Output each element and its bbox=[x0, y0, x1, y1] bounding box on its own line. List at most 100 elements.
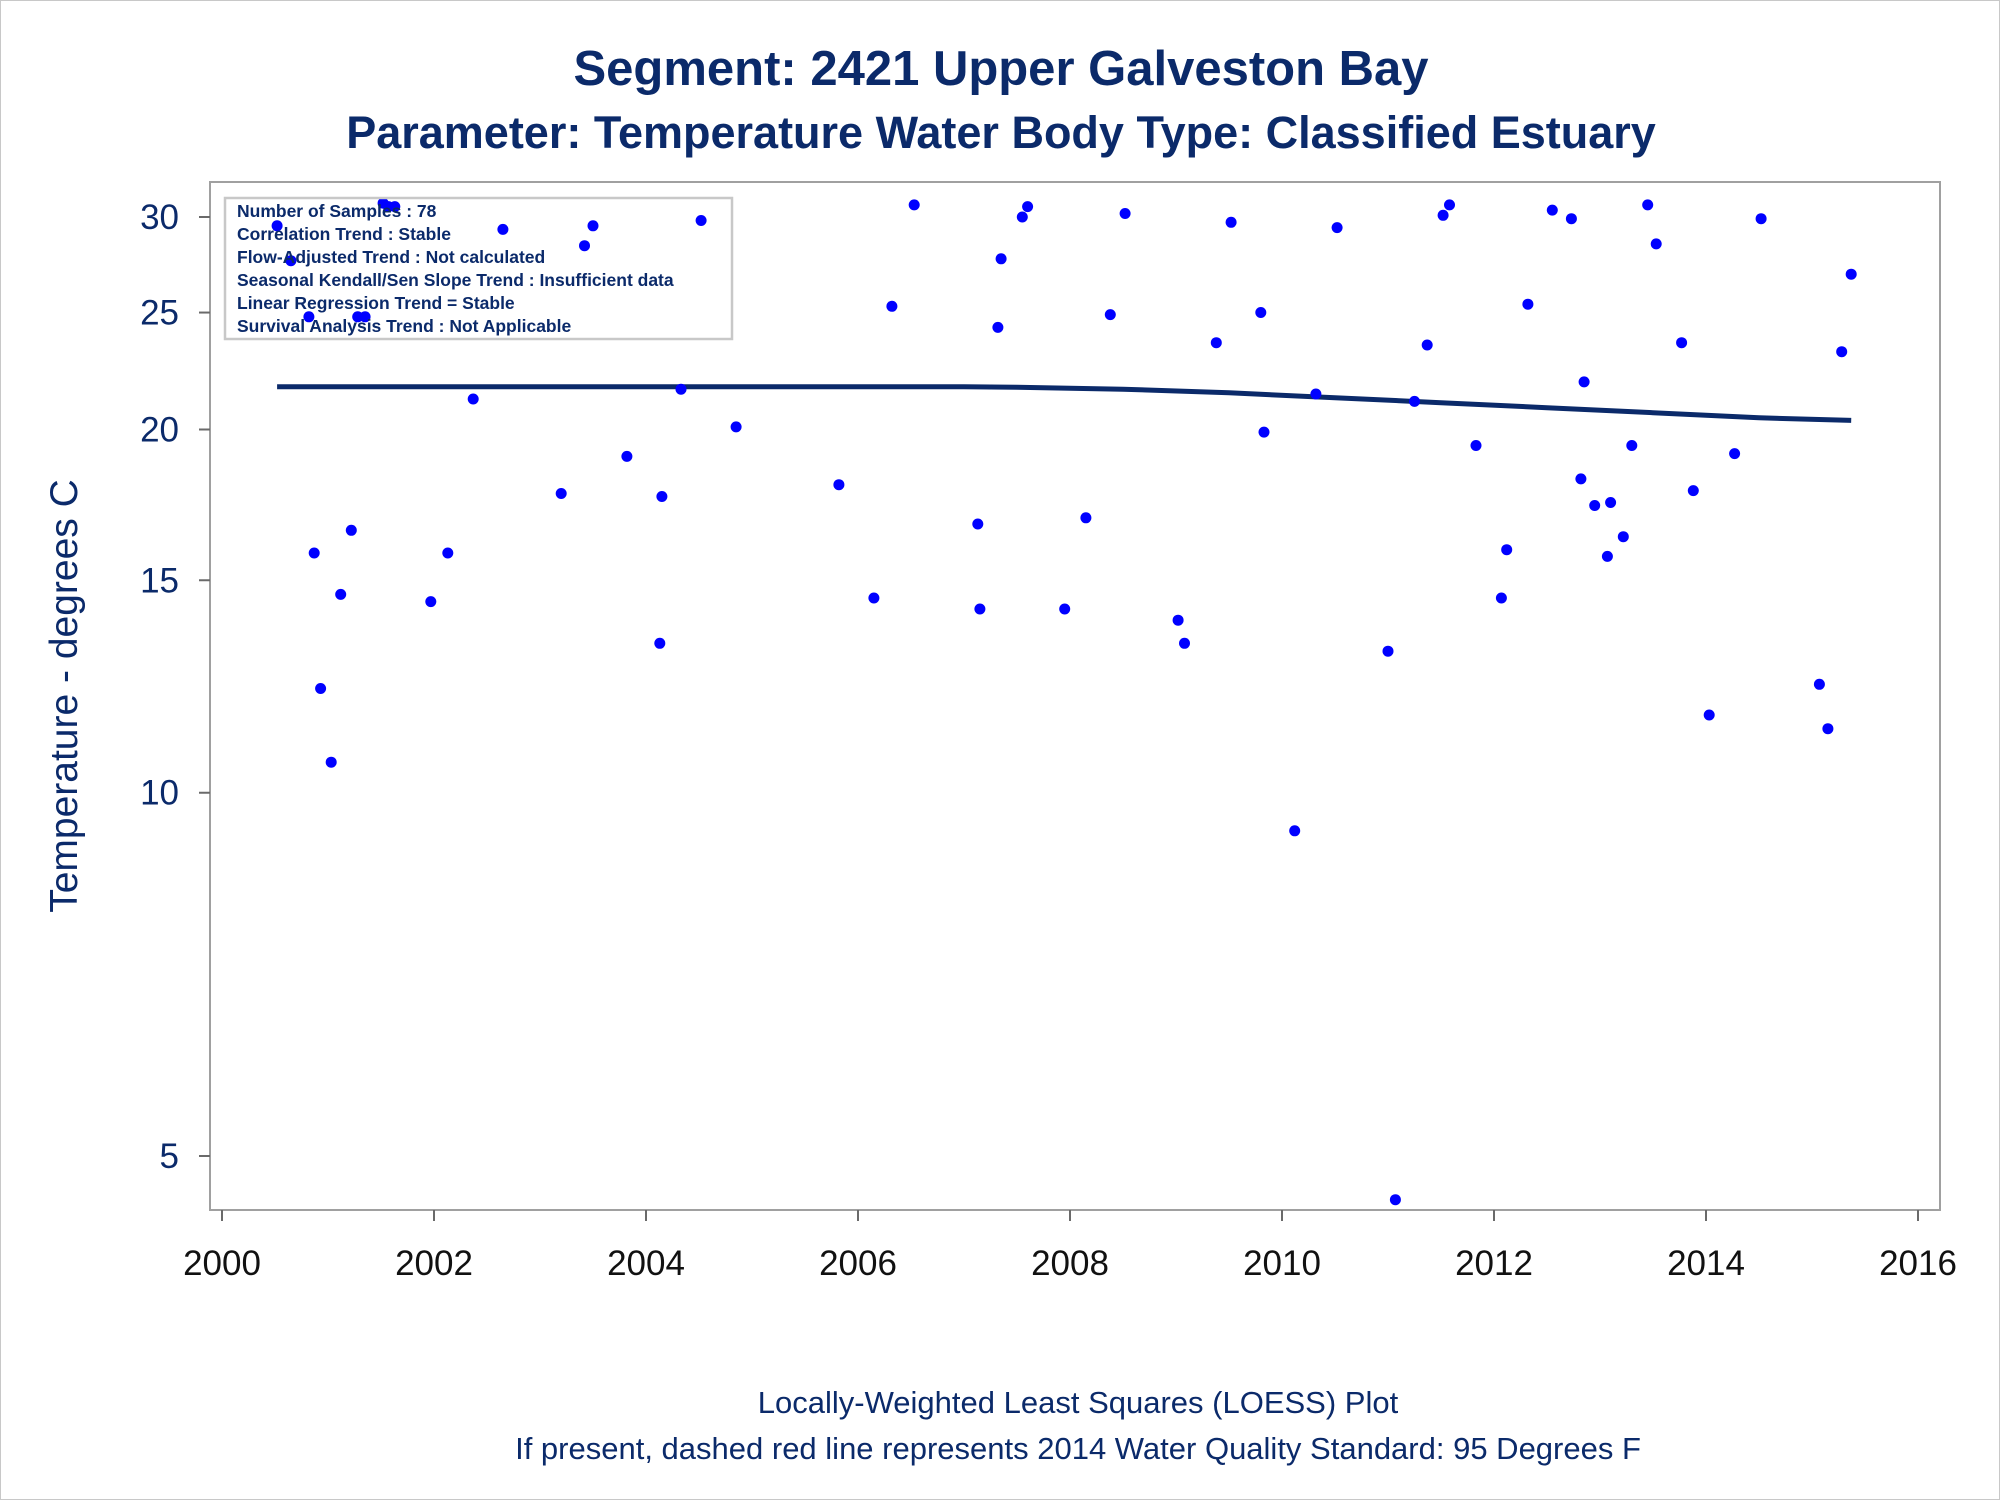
inset-line-correlation: Correlation Trend : Stable bbox=[237, 224, 451, 244]
data-point bbox=[579, 240, 590, 252]
data-point bbox=[1687, 485, 1699, 497]
inset-line-flow-adjusted: Flow-Adjusted Trend : Not calculated bbox=[237, 247, 545, 267]
data-point bbox=[1059, 603, 1071, 615]
inset-line-seasonal-kendall: Seasonal Kendall/Sen Slope Trend : Insuf… bbox=[237, 270, 674, 290]
chart-title: Segment: 2421 Upper Galveston Bay bbox=[573, 42, 1428, 96]
data-point bbox=[345, 524, 357, 536]
y-tick-label: 10 bbox=[140, 774, 179, 813]
data-point bbox=[1310, 388, 1322, 400]
loess-line bbox=[277, 384, 1852, 423]
x-tick-label: 2016 bbox=[1879, 1244, 1957, 1283]
data-point bbox=[1104, 309, 1116, 321]
data-point bbox=[656, 491, 668, 502]
y-tick-label: 5 bbox=[160, 1137, 179, 1176]
data-point bbox=[695, 215, 707, 226]
data-point bbox=[1470, 440, 1482, 451]
data-point bbox=[1836, 346, 1848, 358]
data-point bbox=[315, 683, 327, 694]
data-point bbox=[1421, 339, 1433, 351]
data-point bbox=[1080, 512, 1092, 524]
data-point bbox=[1210, 337, 1222, 349]
data-point bbox=[1813, 678, 1825, 690]
plot-area bbox=[209, 181, 1941, 1211]
data-point bbox=[1022, 201, 1034, 213]
data-point bbox=[1578, 376, 1590, 388]
x-tick-label: 2004 bbox=[607, 1244, 685, 1283]
data-point bbox=[335, 588, 347, 600]
data-point bbox=[1258, 426, 1270, 438]
y-axis: 5 10 15 20 25 30 bbox=[140, 198, 210, 1176]
data-point bbox=[1016, 211, 1028, 223]
x-tick-label: 2006 bbox=[819, 1244, 897, 1283]
x-axis: 2000 2002 2004 2006 2008 2010 2012 2014 2016 bbox=[183, 1210, 1957, 1283]
data-point bbox=[1755, 213, 1767, 225]
footnote-standard: If present, dashed red line represents 2… bbox=[515, 1431, 1641, 1466]
x-tick-label: 2008 bbox=[1031, 1244, 1109, 1283]
trend-info-box: Number of Samples : 78 Correlation Trend… bbox=[223, 196, 734, 341]
data-point bbox=[1289, 825, 1301, 837]
y-axis-label: Temperature - degrees C bbox=[43, 479, 86, 913]
data-point bbox=[654, 637, 666, 649]
data-point bbox=[1617, 531, 1629, 543]
data-points bbox=[271, 197, 1857, 1206]
trend-info-box-border bbox=[223, 196, 734, 341]
data-point bbox=[1650, 238, 1662, 250]
loess-trend-line bbox=[277, 384, 1852, 423]
data-point bbox=[1575, 473, 1587, 485]
data-point bbox=[555, 488, 567, 499]
data-point bbox=[303, 311, 315, 323]
data-point bbox=[1676, 337, 1688, 349]
data-point bbox=[1179, 637, 1190, 649]
data-point bbox=[1822, 723, 1834, 735]
data-point bbox=[992, 321, 1004, 333]
data-point bbox=[1389, 1194, 1401, 1206]
data-point bbox=[271, 220, 283, 232]
y-tick-label: 25 bbox=[140, 294, 179, 333]
data-point bbox=[1444, 199, 1455, 211]
data-point bbox=[285, 255, 297, 267]
chart-subtitle: Parameter: Temperature Water Body Type: … bbox=[346, 107, 1656, 158]
data-point bbox=[442, 547, 454, 559]
data-point bbox=[1225, 216, 1237, 228]
x-tick-label: 2012 bbox=[1455, 1244, 1533, 1283]
data-point bbox=[1626, 440, 1638, 451]
x-tick-label: 2000 bbox=[183, 1244, 261, 1283]
data-point bbox=[1495, 592, 1507, 604]
x-tick-label: 2002 bbox=[395, 1244, 473, 1283]
data-point bbox=[972, 518, 984, 530]
data-point bbox=[587, 220, 599, 232]
data-point bbox=[1642, 199, 1654, 211]
data-point bbox=[1501, 544, 1513, 556]
data-point bbox=[1119, 208, 1131, 219]
data-point bbox=[1255, 307, 1267, 318]
data-point bbox=[1522, 298, 1534, 310]
data-point bbox=[497, 223, 509, 235]
inset-line-samples: Number of Samples : 78 bbox=[237, 201, 437, 221]
y-tick-label: 30 bbox=[140, 198, 179, 237]
data-point bbox=[833, 479, 845, 491]
data-point bbox=[908, 199, 920, 211]
data-point bbox=[1172, 614, 1184, 626]
data-point bbox=[1845, 268, 1857, 280]
data-point bbox=[868, 592, 880, 604]
y-tick-label: 20 bbox=[140, 410, 179, 449]
x-tick-label: 2010 bbox=[1243, 1244, 1321, 1283]
data-point bbox=[886, 300, 898, 312]
inset-line-linear-regression: Linear Regression Trend = Stable bbox=[237, 293, 515, 313]
data-point bbox=[325, 756, 337, 768]
data-point bbox=[1546, 204, 1558, 216]
footnote-loess: Locally-Weighted Least Squares (LOESS) P… bbox=[758, 1385, 1399, 1420]
data-point bbox=[1703, 709, 1715, 721]
data-point bbox=[1437, 209, 1449, 221]
data-point bbox=[1382, 645, 1394, 657]
data-point bbox=[995, 253, 1007, 265]
inset-line-survival: Survival Analysis Trend : Not Applicable bbox=[237, 316, 571, 336]
data-point bbox=[1605, 497, 1617, 508]
data-point bbox=[1601, 550, 1613, 562]
data-point bbox=[1565, 213, 1577, 225]
data-point bbox=[1331, 222, 1343, 234]
data-point bbox=[621, 450, 633, 462]
y-tick-label: 15 bbox=[140, 561, 179, 600]
data-point bbox=[467, 393, 479, 405]
